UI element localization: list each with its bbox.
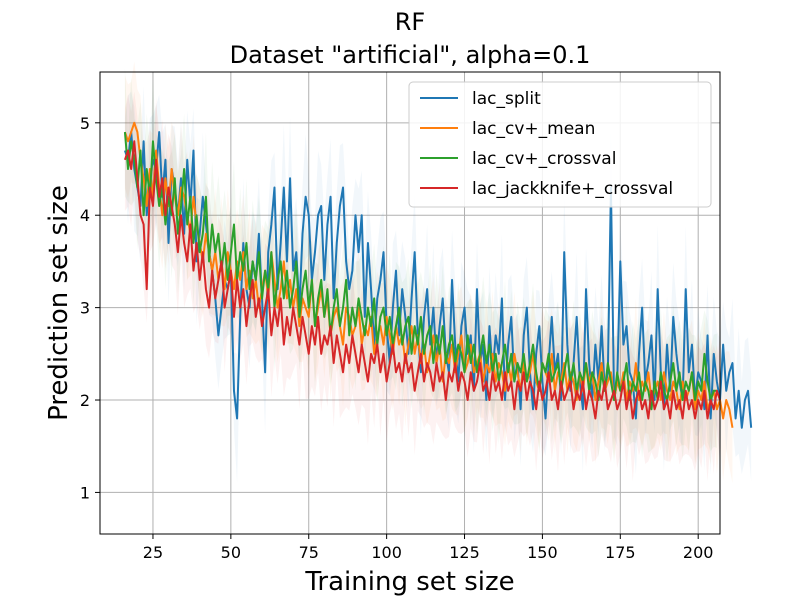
y-tick-label: 4 [80, 206, 90, 225]
x-tick-label: 75 [299, 543, 319, 562]
series-line-lac_cv+_crossval [123, 131, 717, 411]
y-tick-label: 1 [80, 483, 90, 502]
series-lines [123, 121, 753, 429]
x-tick-label: 25 [143, 543, 163, 562]
series-line-lac_jackknife+_crossval [123, 140, 721, 420]
x-axis-ticks: 25 50 75 100 125 150 175 200 [143, 534, 714, 562]
y-tick-label: 3 [80, 299, 90, 318]
y-axis-label: Prediction set size [44, 185, 74, 421]
legend: lac_split lac_cv+_mean lac_cv+_crossvallac… [408, 81, 712, 208]
band-lac_split [124, 86, 752, 484]
plot-frame [99, 71, 721, 535]
legend-label: lac_cv+_crossval [472, 149, 616, 169]
x-tick-label: 50 [221, 543, 241, 562]
y-tick-label: 2 [80, 391, 90, 410]
x-tick-label: 200 [683, 543, 714, 562]
y-axis-ticks: 1 2 3 4 5 [80, 114, 100, 502]
x-tick-label: 175 [605, 543, 636, 562]
chart-subtitle: Dataset "artificial", alpha=0.1 [230, 41, 591, 69]
x-tick-label: 100 [371, 543, 402, 562]
y-tick-label: 5 [80, 114, 90, 133]
legend-label: lac_cv+_mean [472, 119, 595, 139]
x-tick-label: 150 [527, 543, 558, 562]
legend-label: lac_split [472, 89, 541, 109]
x-tick-label: 125 [449, 543, 480, 562]
legend-label: lac_jackknife+_crossval [472, 179, 673, 199]
legend-box [408, 81, 712, 208]
chart-title: RF [395, 8, 425, 36]
x-axis-label: Training set size [304, 567, 514, 597]
